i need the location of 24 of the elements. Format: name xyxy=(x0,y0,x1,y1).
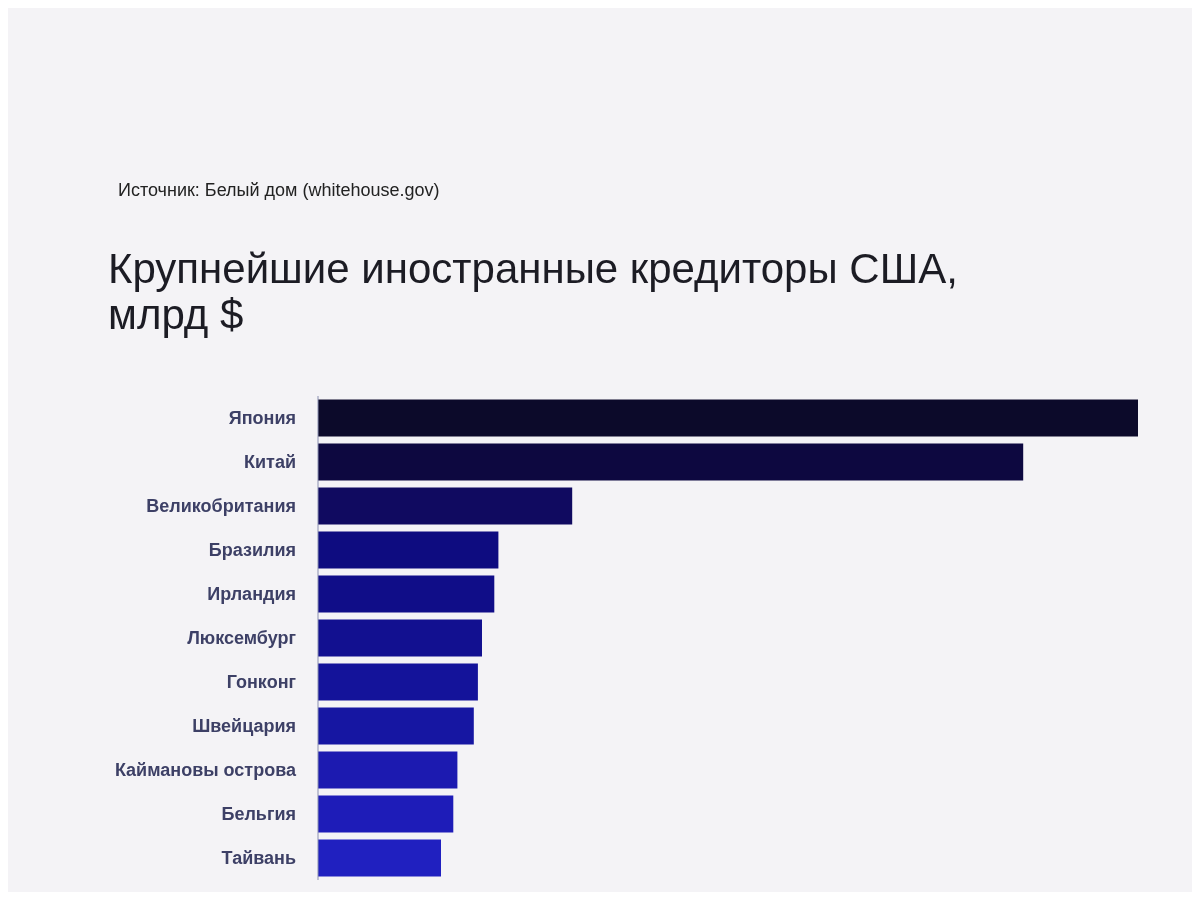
y-tick-label: Япония xyxy=(228,408,296,429)
bar xyxy=(318,443,1024,481)
bar xyxy=(318,619,482,657)
bar xyxy=(318,663,478,701)
y-tick-label: Бразилия xyxy=(208,540,296,561)
y-tick-label: Швейцария xyxy=(192,716,296,737)
text: Источник: Белый дом (whitehouse.gov) xyxy=(118,180,440,201)
bar xyxy=(318,575,495,613)
bar xyxy=(318,399,1138,437)
bar xyxy=(318,707,474,745)
y-tick-label: Гонконг xyxy=(226,672,297,693)
y-tick-label: Китай xyxy=(244,452,296,473)
bar xyxy=(318,839,441,877)
y-tick-label: Люксембург xyxy=(187,628,297,649)
y-tick-label: Ирландия xyxy=(207,584,296,605)
y-tick-label: Бельгия xyxy=(221,804,296,825)
y-tick-label: Тайвань xyxy=(221,848,296,869)
bar xyxy=(318,487,573,525)
bar xyxy=(318,751,458,789)
y-tick-label: Каймановы острова xyxy=(114,760,297,781)
bar xyxy=(318,795,454,833)
y-tick-label: Великобритания xyxy=(146,496,296,517)
bar xyxy=(318,531,499,569)
chart-title: Крупнейшие иностранные кредиторы США, млрд $ xyxy=(108,245,959,338)
